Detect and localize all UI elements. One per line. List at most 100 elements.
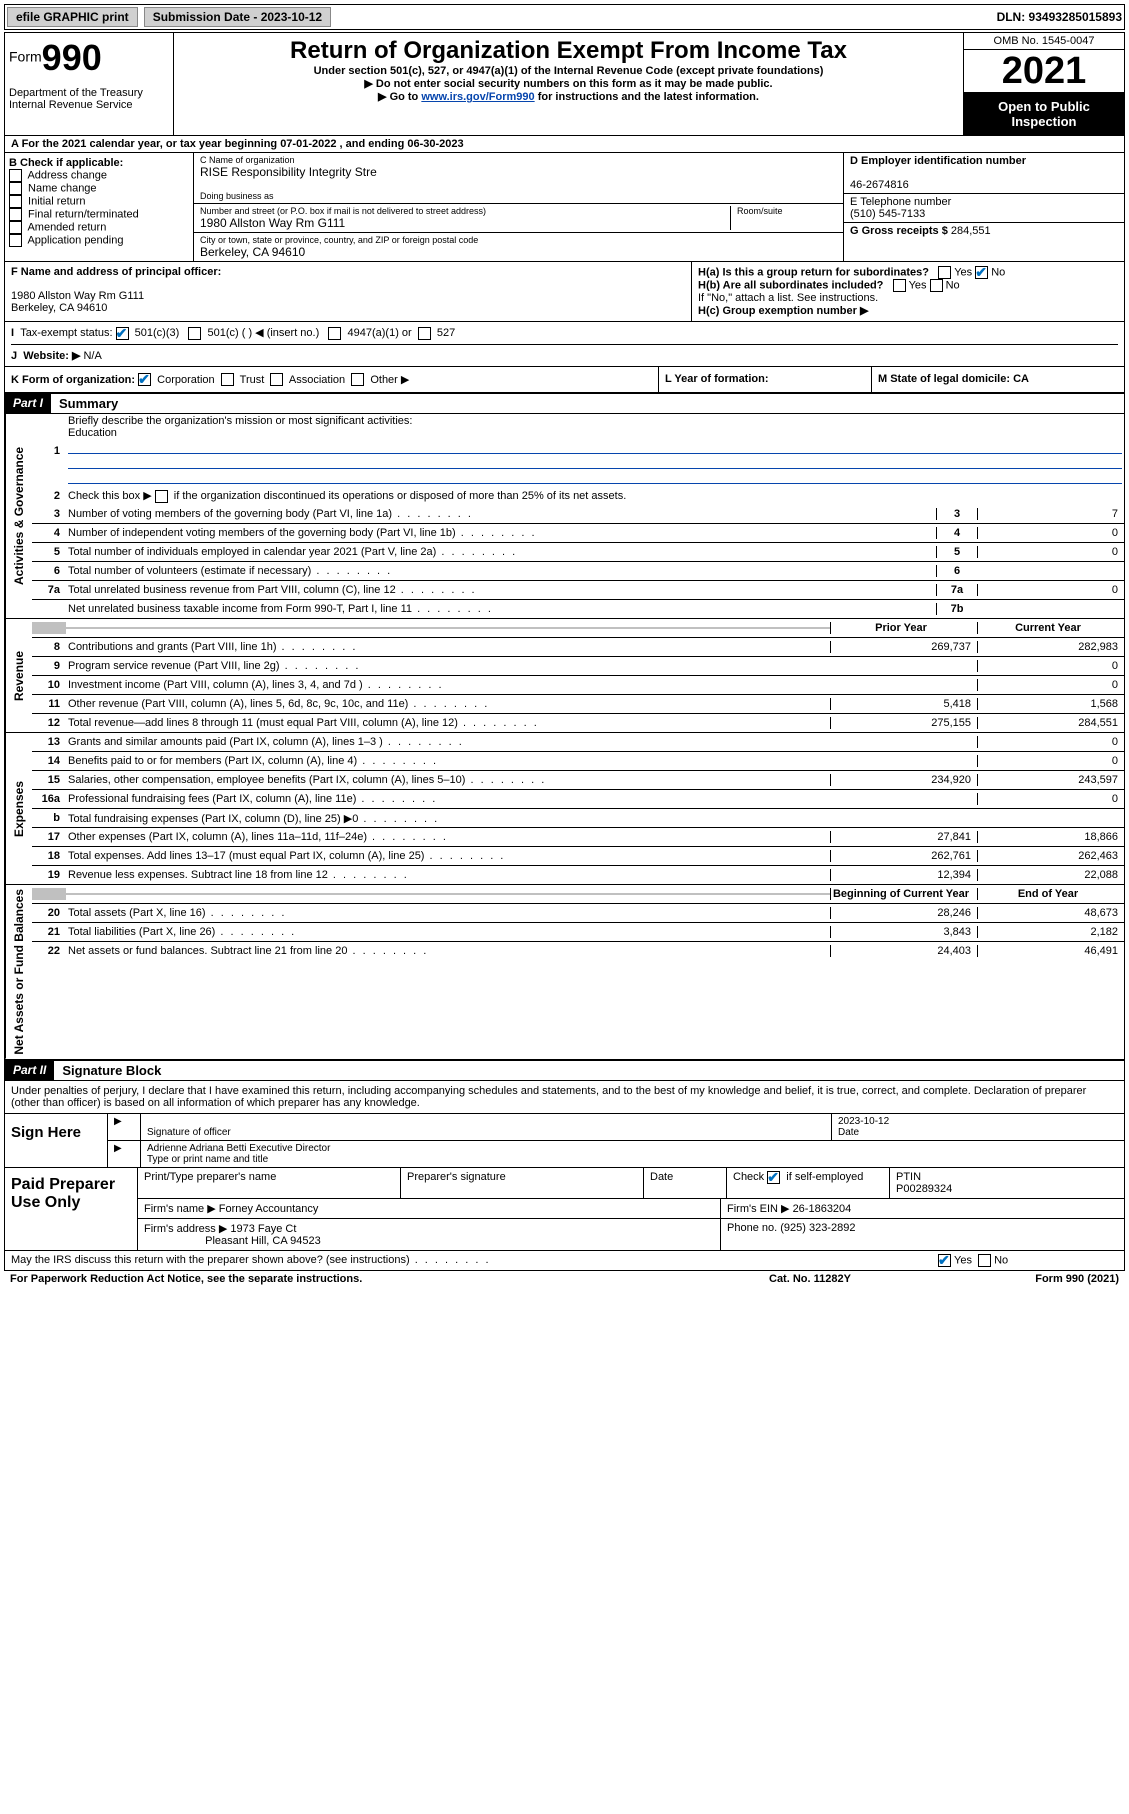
- opt-assoc: Association: [289, 374, 345, 386]
- ptin-label: PTIN: [896, 1171, 921, 1183]
- subtitle-3: ▶ Go to www.irs.gov/Form990 for instruct…: [178, 90, 959, 103]
- hc-label: H(c) Group exemption number ▶: [698, 305, 868, 317]
- ptin-value: P00289324: [896, 1183, 952, 1195]
- expenses-section: Expenses 13Grants and similar amounts pa…: [4, 733, 1125, 885]
- name-title-label: Type or print name and title: [147, 1154, 268, 1165]
- firm-name: Forney Accountancy: [219, 1203, 319, 1215]
- footer-cat: Cat. No. 11282Y: [769, 1273, 969, 1285]
- firm-ein-label: Firm's EIN ▶: [727, 1203, 790, 1215]
- line-desc: Total revenue—add lines 8 through 11 (mu…: [66, 716, 830, 730]
- addr: 1980 Allston Way Rm G111: [200, 216, 730, 230]
- gov-vert-label: Activities & Governance: [5, 414, 32, 618]
- line-desc: Revenue less expenses. Subtract line 18 …: [66, 868, 830, 882]
- efile-button[interactable]: efile GRAPHIC print: [7, 7, 138, 27]
- line-desc: Number of independent voting members of …: [66, 526, 936, 540]
- revenue-section: Revenue Prior Year Current Year 8Contrib…: [4, 619, 1125, 733]
- assoc-checkbox[interactable]: [270, 373, 283, 386]
- city: Berkeley, CA 94610: [200, 245, 837, 259]
- current-value: 2,182: [977, 926, 1124, 938]
- current-value: 0: [977, 755, 1124, 767]
- corp-checkbox[interactable]: [138, 373, 151, 386]
- current-value: 282,983: [977, 641, 1124, 653]
- ha-label: H(a) Is this a group return for subordin…: [698, 266, 929, 278]
- colb-checkbox[interactable]: [9, 169, 22, 182]
- line-desc: Total unrelated business revenue from Pa…: [66, 583, 936, 597]
- other-checkbox[interactable]: [351, 373, 364, 386]
- paid-preparer-label: Paid Preparer Use Only: [5, 1168, 137, 1250]
- 501c3-checkbox[interactable]: [116, 327, 129, 340]
- part2-title: Signature Block: [54, 1061, 169, 1080]
- current-value: 0: [977, 660, 1124, 672]
- form-label: Form: [9, 49, 42, 65]
- line-desc: Total assets (Part X, line 16): [66, 906, 830, 920]
- sign-here-label: Sign Here: [5, 1114, 107, 1167]
- l2-text: Check this box ▶ if the organization dis…: [68, 490, 626, 502]
- firm-name-label: Firm's name ▶: [144, 1203, 216, 1215]
- line-desc: Net unrelated business taxable income fr…: [66, 602, 936, 616]
- line-desc: Total fundraising expenses (Part IX, col…: [66, 811, 830, 826]
- trust-checkbox[interactable]: [221, 373, 234, 386]
- line-desc: Net assets or fund balances. Subtract li…: [66, 944, 830, 958]
- prior-value: 275,155: [830, 717, 977, 729]
- prior-value: 234,920: [830, 774, 977, 786]
- colb-checkbox[interactable]: [9, 182, 22, 195]
- ein-label: D Employer identification number: [850, 155, 1026, 167]
- subtitle-2: ▶ Do not enter social security numbers o…: [178, 77, 959, 90]
- net-vert-label: Net Assets or Fund Balances: [5, 885, 32, 1059]
- prior-value: 12,394: [830, 869, 977, 881]
- line-desc: Total expenses. Add lines 13–17 (must eq…: [66, 849, 830, 863]
- firm-phone-label: Phone no.: [727, 1222, 777, 1234]
- ha-no-checkbox[interactable]: [975, 266, 988, 279]
- gross-value: 284,551: [951, 225, 991, 237]
- colb-checkbox[interactable]: [9, 234, 22, 247]
- col-c: C Name of organization RISE Responsibili…: [194, 153, 843, 261]
- self-employed-checkbox[interactable]: [767, 1171, 780, 1184]
- subtitle-1: Under section 501(c), 527, or 4947(a)(1)…: [178, 65, 959, 77]
- year-formation: L Year of formation:: [665, 373, 769, 385]
- line-value: 7: [977, 508, 1124, 520]
- line-desc: Number of voting members of the governin…: [66, 507, 936, 521]
- officer-addr2: Berkeley, CA 94610: [11, 302, 107, 314]
- city-label: City or town, state or province, country…: [200, 235, 837, 245]
- colb-checkbox[interactable]: [9, 221, 22, 234]
- firm-phone: (925) 323-2892: [780, 1222, 855, 1234]
- open-public: Open to Public Inspection: [964, 93, 1124, 135]
- prior-value: 27,841: [830, 831, 977, 843]
- col-b: B Check if applicable: Address change Na…: [5, 153, 194, 261]
- department: Department of the Treasury Internal Reve…: [9, 87, 169, 111]
- org-name: RISE Responsibility Integrity Stre: [200, 165, 837, 179]
- irs-link[interactable]: www.irs.gov/Form990: [421, 91, 534, 103]
- exp-vert-label: Expenses: [5, 733, 32, 884]
- opt-trust: Trust: [240, 374, 265, 386]
- 4947-checkbox[interactable]: [328, 327, 341, 340]
- ha-yes-checkbox[interactable]: [938, 266, 951, 279]
- hb-yes-checkbox[interactable]: [893, 279, 906, 292]
- discuss-yes-checkbox[interactable]: [938, 1254, 951, 1267]
- preparer-sig-label: Preparer's signature: [401, 1168, 644, 1198]
- line-desc: Total number of volunteers (estimate if …: [66, 564, 936, 578]
- l1-value: Education: [68, 427, 117, 439]
- hb-no-checkbox[interactable]: [930, 279, 943, 292]
- colb-checkbox[interactable]: [9, 195, 22, 208]
- sig-date-label: Date: [838, 1127, 859, 1138]
- prior-value: 5,418: [830, 698, 977, 710]
- goto-text: ▶ Go to: [378, 91, 421, 103]
- line-desc: Contributions and grants (Part VIII, lin…: [66, 640, 830, 654]
- officer-label: F Name and address of principal officer:: [11, 266, 221, 278]
- line-desc: Other revenue (Part VIII, column (A), li…: [66, 697, 830, 711]
- dba-label: Doing business as: [200, 191, 837, 201]
- colb-checkbox[interactable]: [9, 208, 22, 221]
- line-value: 0: [977, 584, 1124, 596]
- discuss-no-checkbox[interactable]: [978, 1254, 991, 1267]
- col-prior-year: Prior Year: [830, 622, 977, 634]
- current-value: 0: [977, 736, 1124, 748]
- 501c-checkbox[interactable]: [188, 327, 201, 340]
- 527-checkbox[interactable]: [418, 327, 431, 340]
- website-label: Website: ▶: [23, 350, 80, 362]
- l2-checkbox[interactable]: [155, 490, 168, 503]
- prior-value: 28,246: [830, 907, 977, 919]
- line-desc: Other expenses (Part IX, column (A), lin…: [66, 830, 830, 844]
- ein-value: 46-2674816: [850, 179, 909, 191]
- line-desc: Total liabilities (Part X, line 26): [66, 925, 830, 939]
- officer-addr1: 1980 Allston Way Rm G111: [11, 290, 144, 302]
